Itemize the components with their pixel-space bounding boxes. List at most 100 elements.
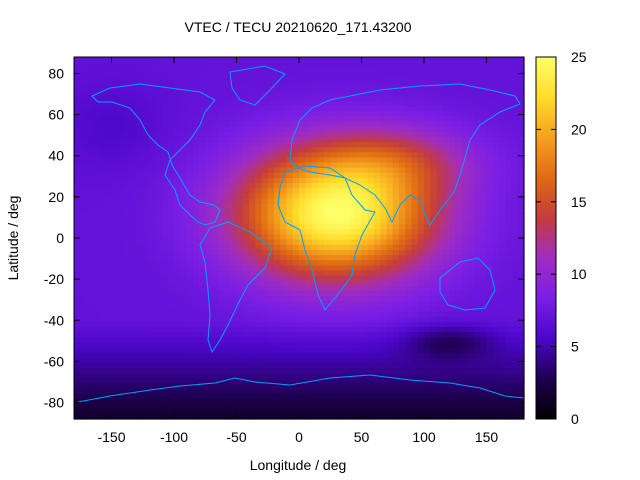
heatmap-cell bbox=[280, 74, 288, 81]
heatmap-cell bbox=[261, 290, 269, 297]
heatmap-cell bbox=[474, 213, 481, 220]
heatmap-cell bbox=[367, 393, 375, 400]
heatmap-cell bbox=[230, 192, 238, 199]
heatmap-cell bbox=[242, 89, 250, 96]
heatmap-cell bbox=[480, 197, 488, 204]
heatmap-cell bbox=[480, 146, 488, 153]
heatmap-cell bbox=[417, 192, 425, 199]
heatmap-cell bbox=[499, 161, 506, 168]
heatmap-cell bbox=[480, 213, 488, 220]
heatmap-cell bbox=[167, 341, 175, 348]
heatmap-cell bbox=[267, 311, 275, 317]
heatmap-cell bbox=[480, 74, 488, 81]
heatmap-cell bbox=[511, 254, 519, 261]
heatmap-cell bbox=[192, 161, 200, 168]
heatmap-cell bbox=[180, 393, 188, 400]
heatmap-cell bbox=[186, 244, 194, 250]
heatmap-cell bbox=[86, 223, 94, 230]
heatmap-cell bbox=[424, 74, 431, 81]
heatmap-cell bbox=[236, 388, 244, 394]
heatmap-cell bbox=[330, 347, 338, 353]
heatmap-cell bbox=[480, 331, 488, 338]
heatmap-cell bbox=[311, 331, 319, 338]
heatmap-cell bbox=[324, 372, 331, 379]
heatmap-cell bbox=[386, 408, 394, 415]
heatmap-cell bbox=[242, 357, 250, 364]
heatmap-cell bbox=[305, 105, 313, 112]
heatmap-cell bbox=[386, 208, 394, 214]
heatmap-cell bbox=[467, 84, 475, 91]
heatmap-cell bbox=[517, 95, 525, 101]
heatmap-cell bbox=[199, 233, 206, 240]
heatmap-cell bbox=[374, 408, 381, 415]
heatmap-cell bbox=[74, 208, 81, 214]
heatmap-cell bbox=[205, 239, 213, 245]
heatmap-cell bbox=[405, 403, 413, 410]
heatmap-cell bbox=[211, 285, 219, 292]
heatmap-cell bbox=[286, 151, 294, 158]
heatmap-cell bbox=[311, 213, 319, 220]
heatmap-cell bbox=[342, 79, 350, 86]
heatmap-cell bbox=[180, 223, 188, 230]
heatmap-cell bbox=[317, 146, 325, 153]
heatmap-cell bbox=[224, 223, 231, 230]
heatmap-cell bbox=[192, 208, 200, 214]
heatmap-cell bbox=[224, 367, 231, 374]
heatmap-cell bbox=[80, 187, 88, 194]
heatmap-cell bbox=[124, 357, 131, 364]
heatmap-cell bbox=[274, 300, 281, 307]
heatmap-cell bbox=[349, 187, 356, 194]
heatmap-cell bbox=[424, 177, 431, 184]
heatmap-cell bbox=[474, 259, 481, 266]
heatmap-cell bbox=[74, 377, 81, 384]
heatmap-cell bbox=[224, 413, 231, 420]
heatmap-cell bbox=[230, 100, 238, 106]
heatmap-cell bbox=[474, 151, 481, 158]
heatmap-cell bbox=[261, 285, 269, 292]
heatmap-cell bbox=[336, 105, 344, 112]
heatmap-cell bbox=[342, 136, 350, 142]
heatmap-cell bbox=[255, 105, 263, 112]
heatmap-cell bbox=[280, 182, 288, 189]
heatmap-cell bbox=[274, 177, 281, 184]
heatmap-cell bbox=[99, 393, 106, 400]
heatmap-cell bbox=[324, 398, 331, 405]
heatmap-cell bbox=[255, 285, 263, 292]
heatmap-cell bbox=[392, 300, 400, 307]
heatmap-cell bbox=[417, 110, 425, 117]
heatmap-cell bbox=[480, 244, 488, 250]
heatmap-cell bbox=[311, 131, 319, 137]
heatmap-cell bbox=[311, 156, 319, 163]
heatmap-cell bbox=[405, 74, 413, 81]
heatmap-cell bbox=[305, 321, 313, 328]
heatmap-cell bbox=[92, 377, 100, 384]
heatmap-cell bbox=[349, 120, 356, 127]
heatmap-cell bbox=[86, 187, 94, 194]
heatmap-cell bbox=[417, 100, 425, 106]
heatmap-cell bbox=[299, 69, 306, 76]
heatmap-cell bbox=[217, 239, 225, 245]
heatmap-cell bbox=[361, 146, 369, 153]
heatmap-cell bbox=[342, 388, 350, 394]
heatmap-cell bbox=[292, 95, 300, 101]
heatmap-cell bbox=[130, 59, 138, 65]
heatmap-cell bbox=[80, 285, 88, 292]
heatmap-cell bbox=[161, 316, 169, 322]
heatmap-cell bbox=[211, 264, 219, 271]
heatmap-cell bbox=[86, 79, 94, 86]
heatmap-cell bbox=[205, 110, 213, 117]
heatmap-cell bbox=[499, 151, 506, 158]
heatmap-cell bbox=[449, 413, 456, 420]
heatmap-cell bbox=[111, 182, 119, 189]
heatmap-cell bbox=[130, 105, 138, 112]
heatmap-cell bbox=[236, 290, 244, 297]
heatmap-cell bbox=[430, 120, 438, 127]
heatmap-cell bbox=[161, 352, 169, 358]
heatmap-cell bbox=[74, 408, 81, 415]
heatmap-cell bbox=[192, 125, 200, 132]
heatmap-cell bbox=[417, 161, 425, 168]
heatmap-cell bbox=[167, 177, 175, 184]
heatmap-cell bbox=[467, 357, 475, 364]
heatmap-cell bbox=[455, 398, 463, 405]
heatmap-cell bbox=[86, 295, 94, 302]
